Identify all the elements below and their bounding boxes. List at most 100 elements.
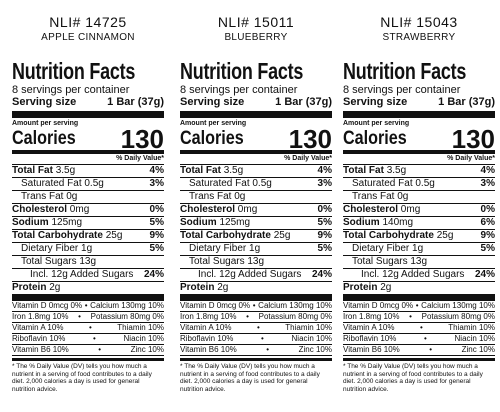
nutrient-row: Total Sugars 13g	[12, 256, 164, 269]
vitamin-left: Vitamin B6 10%	[180, 345, 237, 354]
bullet-icon: •	[88, 323, 92, 332]
nutrient-name: Sodium	[12, 217, 49, 228]
nutrient-row: Incl. 12g Added Sugars 24%	[343, 269, 495, 282]
nutrient-amount: Incl. 12g Added Sugars	[30, 269, 134, 280]
nli-number: NLI# 14725	[49, 14, 127, 30]
footnote: * The % Daily Value (DV) tells you how m…	[180, 358, 332, 393]
nli-number: NLI# 15011	[217, 14, 295, 30]
flavor-name: APPLE CINNAMON	[41, 32, 135, 43]
calories-value: 130	[120, 124, 164, 154]
nutrient-row: Incl. 12g Added Sugars 24%	[12, 269, 164, 282]
protein-label: Protein	[12, 282, 47, 293]
bullet-icon: •	[84, 301, 88, 310]
vitamin-left: Vitamin A 10%	[343, 323, 395, 332]
nutrient-name: Cholesterol	[12, 204, 68, 215]
nutrient-amount: Dietary Fiber 1g	[189, 243, 261, 254]
serving-size-label: Serving size	[12, 96, 77, 108]
protein-row: Protein 2g	[180, 282, 332, 301]
nutrient-percent: 4%	[480, 165, 495, 176]
vitamin-row: Vitamin D 0mcg 0% • Calcium 130mg 10%	[12, 301, 164, 312]
nutrient-amount: 25g	[105, 230, 123, 241]
vitamin-right: Potassium 80mg 0%	[421, 312, 495, 321]
vitamin-row: Riboflavin 10% • Niacin 10%	[343, 334, 495, 345]
vitamin-left: Vitamin D 0mcg 0%	[180, 301, 251, 310]
vitamin-left: Iron 1.8mg 10%	[12, 312, 69, 321]
nutrient-name: Total Carbohydrate	[12, 230, 103, 241]
bullet-icon: •	[98, 345, 102, 354]
nutrient-amount: 140mg	[382, 217, 414, 228]
vitamin-left: Vitamin D 0mcg 0%	[343, 301, 414, 310]
nutrient-row: Sodium 125mg 5%	[12, 217, 164, 230]
nutrient-row: Dietary Fiber 1g 5%	[343, 243, 495, 256]
bullet-icon: •	[419, 323, 423, 332]
nutrient-row: Cholesterol 0mg 0%	[343, 204, 495, 217]
nutrition-label: Nutrition Facts 8 servings per container…	[343, 58, 495, 393]
nutrient-name: Sodium	[180, 217, 217, 228]
nutrient-name: Total Carbohydrate	[343, 230, 434, 241]
nutrient-row: Dietary Fiber 1g 5%	[180, 243, 332, 256]
nutrient-row: Total Sugars 13g	[180, 256, 332, 269]
vitamin-left: Riboflavin 10%	[12, 334, 66, 343]
vitamin-row: Iron 1.8mg 10% • Potassium 80mg 0%	[343, 312, 495, 323]
nli-number: NLI# 15043	[380, 14, 458, 30]
vitamin-row: Vitamin B6 10% • Zinc 10%	[180, 345, 332, 356]
nutrient-amount: 0mg	[69, 204, 90, 215]
nutrient-row: Trans Fat 0g	[180, 191, 332, 204]
nutrient-percent: 9%	[149, 230, 164, 241]
nutrient-amount: Saturated Fat 0.5g	[352, 178, 435, 189]
vitamin-right: Niacin 10%	[123, 334, 164, 343]
nutrient-percent: 6%	[480, 217, 495, 228]
nutrient-row: Total Fat 3.5g 4%	[180, 165, 332, 178]
nutrient-amount: 0mg	[237, 204, 258, 215]
nutrient-percent: 24%	[311, 269, 332, 280]
nutrient-amount: Incl. 12g Added Sugars	[361, 269, 465, 280]
calories-label: Calories	[180, 128, 244, 149]
vitamin-right: Zinc 10%	[130, 345, 164, 354]
protein-label: Protein	[343, 282, 378, 293]
nutrient-amount: Saturated Fat 0.5g	[21, 178, 104, 189]
nutrient-amount: 0mg	[400, 204, 421, 215]
nutrient-amount: 3.5g	[386, 165, 407, 176]
vitamin-rows: Vitamin D 0mcg 0% • Calcium 130mg 10% Iron …	[343, 301, 495, 356]
nutrition-facts-title: Nutrition Facts	[180, 58, 304, 84]
calories-value: 130	[288, 124, 332, 154]
protein-label: Protein	[180, 282, 215, 293]
vitamin-left: Iron 1.8mg 10%	[180, 312, 237, 321]
daily-value-header: % Daily Value*	[343, 154, 495, 165]
footnote: * The % Daily Value (DV) tells you how m…	[343, 358, 495, 393]
nutrient-amount: Dietary Fiber 1g	[352, 243, 424, 254]
serving-size-value: 1 Bar (37g)	[438, 96, 495, 108]
flavor-name: BLUEBERRY	[224, 32, 288, 43]
daily-value-header: % Daily Value*	[180, 154, 332, 165]
nutrient-amount: 125mg	[219, 217, 251, 228]
nutrient-amount: Total Sugars 13g	[189, 256, 265, 267]
bullet-icon: •	[429, 345, 433, 354]
nutrient-percent: 3%	[480, 178, 495, 189]
nutrient-amount: Trans Fat 0g	[352, 191, 409, 202]
panel-strawberry: NLI# 15043 STRAWBERRY Nutrition Facts 8 …	[343, 0, 495, 393]
nutrient-row: Saturated Fat 0.5g 3%	[180, 178, 332, 191]
vitamin-rows: Vitamin D 0mcg 0% • Calcium 130mg 10% Iron …	[12, 301, 164, 356]
nutrient-name: Cholesterol	[180, 204, 236, 215]
servings-per-container: 8 servings per container	[180, 84, 298, 96]
bullet-icon: •	[246, 312, 249, 321]
nutrient-rows: Total Fat 3.5g 4% Saturated Fat 0.5g 3% Tran…	[180, 165, 332, 282]
nutrient-amount: Trans Fat 0g	[189, 191, 246, 202]
panel-apple-cinnamon: NLI# 14725 APPLE CINNAMON Nutrition Fact…	[12, 0, 164, 393]
vitamin-right: Zinc 10%	[461, 345, 495, 354]
nutrient-amount: 3.5g	[223, 165, 244, 176]
vitamin-left: Riboflavin 10%	[180, 334, 234, 343]
nutrient-amount: Dietary Fiber 1g	[21, 243, 93, 254]
vitamin-left: Vitamin B6 10%	[12, 345, 69, 354]
nutrient-row: Dietary Fiber 1g 5%	[12, 243, 164, 256]
nutrient-row: Total Carbohydrate 25g 9%	[180, 230, 332, 243]
vitamin-right: Thiamin 10%	[285, 323, 332, 332]
calories-label: Calories	[12, 128, 76, 149]
bullet-icon: •	[256, 323, 260, 332]
nutrient-percent: 5%	[317, 217, 332, 228]
vitamin-left: Iron 1.8mg 10%	[343, 312, 400, 321]
nutrient-percent: 24%	[143, 269, 164, 280]
nutrient-percent: 24%	[474, 269, 495, 280]
daily-value-header: % Daily Value*	[12, 154, 164, 165]
nutrient-name: Total Carbohydrate	[180, 230, 271, 241]
